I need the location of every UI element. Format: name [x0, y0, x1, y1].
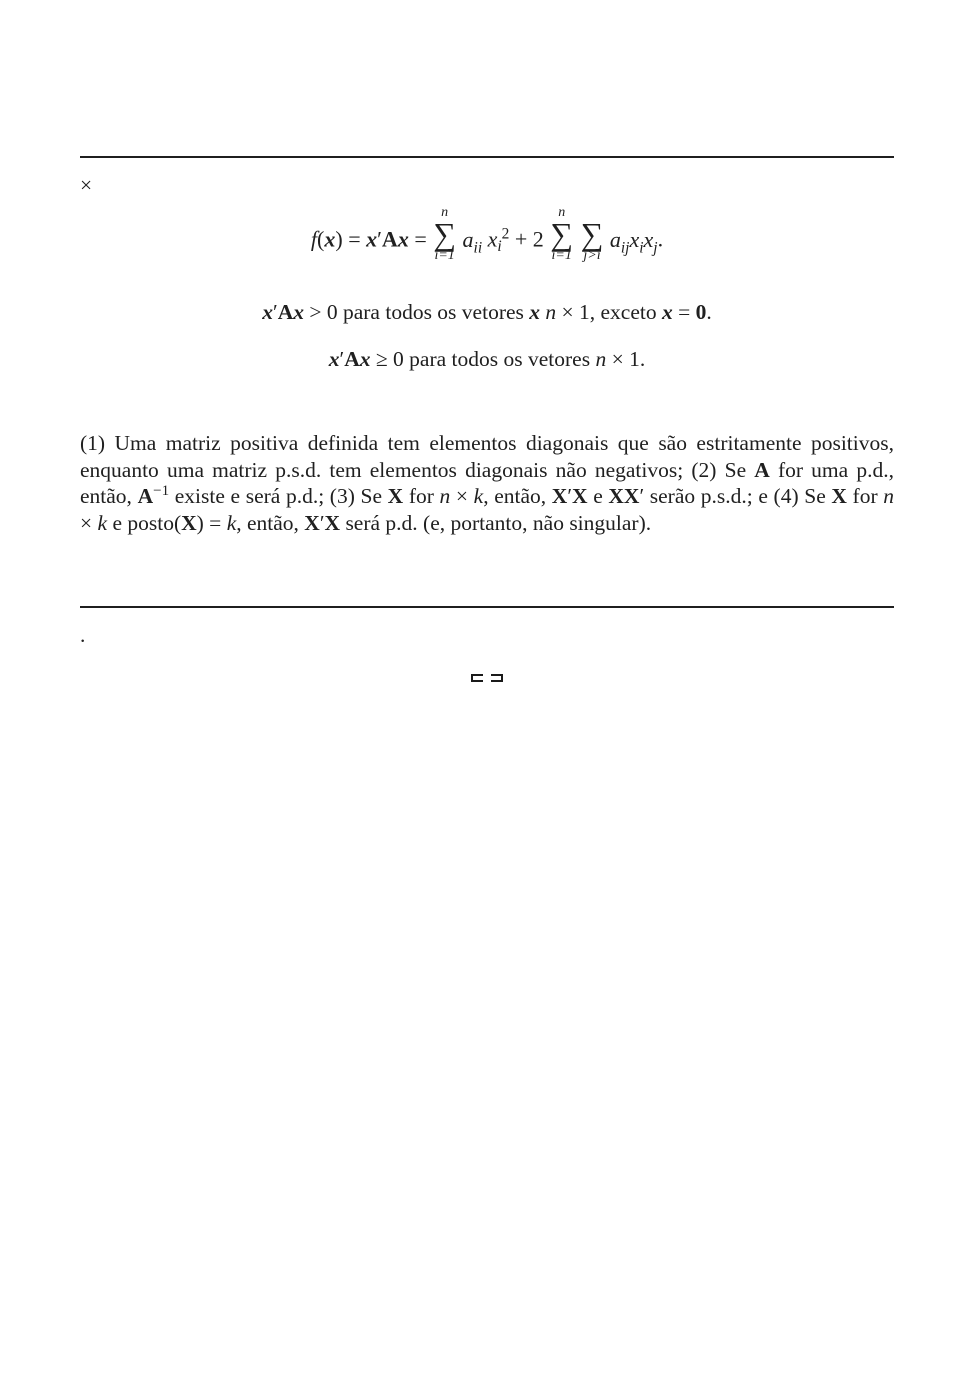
equation-pd: x′Ax > 0 para todos os vetores x n × 1, …: [80, 299, 894, 325]
sigma-icon: ∑j>i: [581, 206, 604, 263]
def-d14-body: .: [80, 622, 894, 648]
def-d12-body: ×: [80, 172, 894, 198]
sigma-icon: n∑i=1: [550, 206, 573, 263]
section-d5-heading: [80, 598, 894, 604]
section-rule: [80, 156, 894, 158]
section-rule: [80, 606, 894, 608]
equation-quadratic-form: f(x) = x′Ax = n∑i=1 aii xi2 + 2 n∑i=1 ∑j…: [80, 206, 894, 263]
prop-pd-psd-paragraph: (1) Uma matriz positiva definida tem ele…: [80, 430, 894, 536]
header-right: [823, 44, 894, 64]
running-header: [80, 44, 894, 64]
section-d4-heading: [80, 148, 894, 154]
sigma-icon: n∑i=1: [433, 206, 456, 263]
equation-psd: x′Ax ≥ 0 para todos os vetores n × 1.: [80, 346, 894, 372]
idempotent-matrix: [80, 669, 894, 687]
